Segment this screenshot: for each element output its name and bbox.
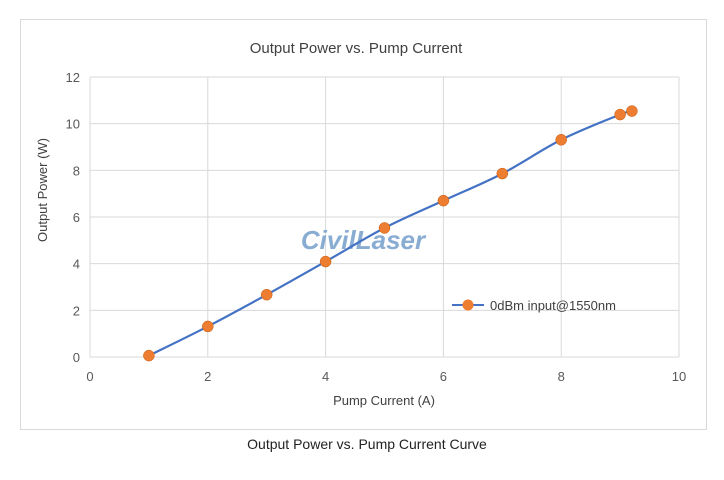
chart-title: Output Power vs. Pump Current <box>250 40 463 57</box>
x-tick-label: 6 <box>440 369 447 384</box>
y-tick-label: 6 <box>73 210 80 225</box>
x-tick-labels: 0 2 4 6 8 10 <box>86 369 686 384</box>
data-point <box>143 349 155 362</box>
x-axis-label: Pump Current (A) <box>333 393 435 408</box>
x-tick-label: 4 <box>322 369 329 384</box>
y-tick-label: 8 <box>73 163 80 178</box>
data-point <box>555 134 567 146</box>
data-point <box>437 194 450 207</box>
series-line <box>148 109 633 357</box>
legend-label: 0dBm input@1550nm <box>490 298 616 313</box>
gridlines <box>89 76 680 358</box>
x-tick-label: 0 <box>86 369 93 384</box>
data-point <box>319 255 332 268</box>
data-point <box>378 222 391 234</box>
figure-caption: Output Power vs. Pump Current Curve <box>247 436 487 452</box>
data-point <box>260 288 273 301</box>
y-axis-label: Output Power (W) <box>35 138 50 242</box>
x-tick-label: 2 <box>204 369 211 384</box>
legend: 0dBm input@1550nm <box>452 298 616 313</box>
data-point <box>202 320 214 333</box>
data-point <box>614 108 626 121</box>
chart-frame <box>20 19 707 430</box>
y-tick-label: 10 <box>66 117 80 132</box>
y-tick-label: 12 <box>66 70 80 85</box>
y-tick-label: 2 <box>73 303 80 318</box>
y-tick-label: 4 <box>73 257 80 272</box>
x-tick-label: 8 <box>558 369 565 384</box>
series-group <box>143 105 638 362</box>
x-tick-label: 10 <box>672 369 686 384</box>
data-point <box>496 167 509 180</box>
chart-svg: Output Power vs. Pump Current 0 2 4 6 8 10 0 2… <box>35 40 686 408</box>
data-point <box>626 105 638 117</box>
y-tick-labels: 0 2 4 6 8 10 12 <box>66 70 80 365</box>
y-tick-label: 0 <box>73 350 80 365</box>
legend-marker <box>462 299 474 311</box>
